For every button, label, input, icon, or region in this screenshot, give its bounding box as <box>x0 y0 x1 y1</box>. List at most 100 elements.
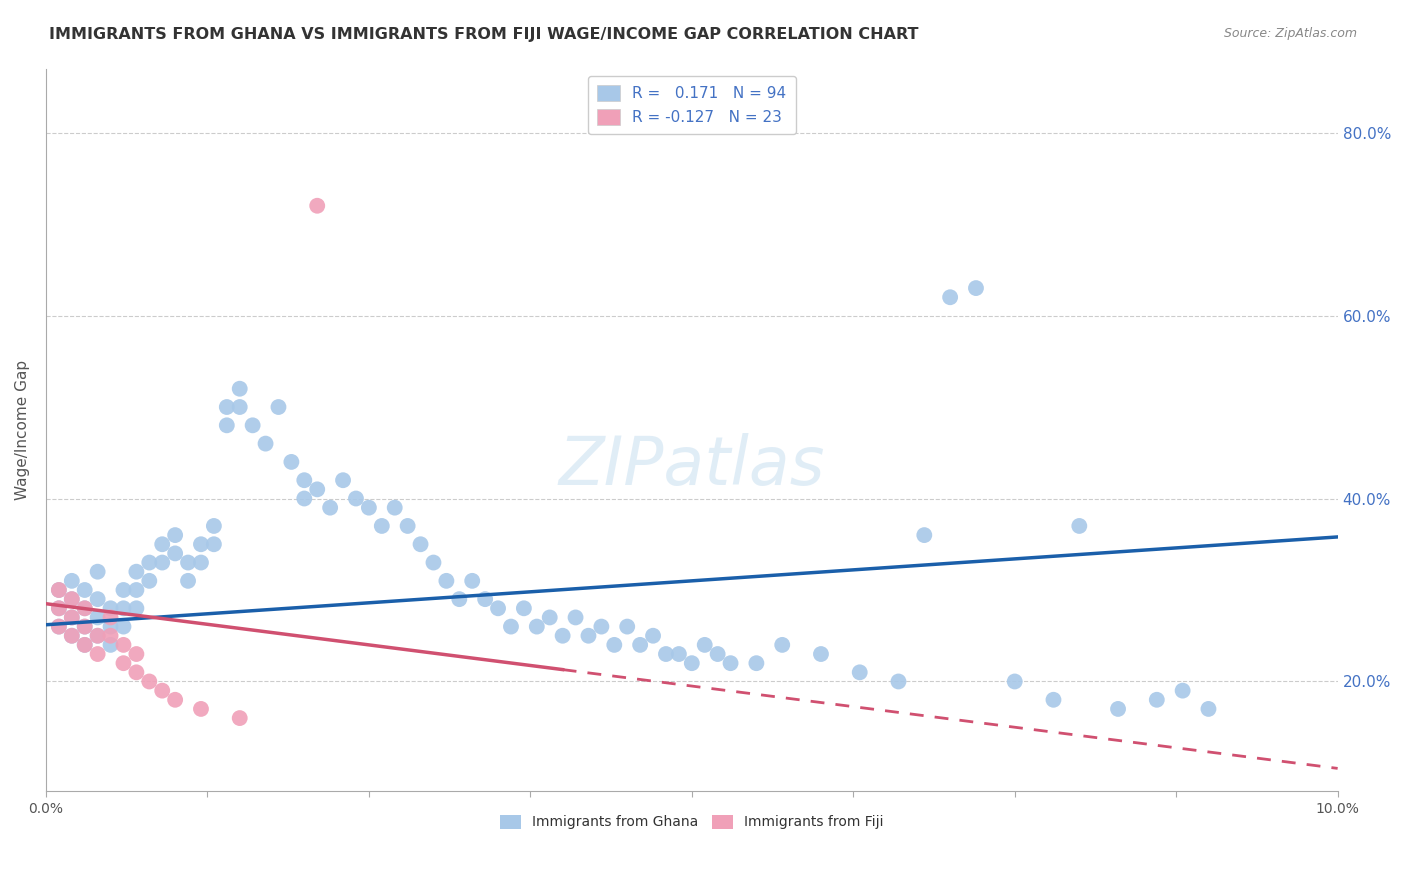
Point <box>1107 702 1129 716</box>
Point <box>965 281 987 295</box>
Point <box>422 556 444 570</box>
Point <box>202 537 225 551</box>
Point <box>242 418 264 433</box>
Point <box>60 610 83 624</box>
Point <box>513 601 536 615</box>
Point <box>474 592 496 607</box>
Point <box>177 574 200 588</box>
Point <box>499 619 522 633</box>
Point <box>706 647 728 661</box>
Point <box>60 629 83 643</box>
Text: ZIPatlas: ZIPatlas <box>558 433 825 499</box>
Point <box>165 528 187 542</box>
Point <box>73 601 96 615</box>
Point <box>190 537 212 551</box>
Point <box>73 619 96 633</box>
Point <box>112 619 135 633</box>
Point <box>125 601 148 615</box>
Point <box>112 638 135 652</box>
Point <box>280 455 302 469</box>
Point <box>526 619 548 633</box>
Point <box>190 556 212 570</box>
Point <box>603 638 626 652</box>
Point <box>48 619 70 633</box>
Point <box>112 656 135 670</box>
Point <box>1004 674 1026 689</box>
Point <box>138 556 160 570</box>
Point <box>60 574 83 588</box>
Point <box>810 647 832 661</box>
Point <box>86 565 108 579</box>
Point <box>1069 519 1091 533</box>
Point <box>564 610 586 624</box>
Point <box>1146 693 1168 707</box>
Text: Source: ZipAtlas.com: Source: ZipAtlas.com <box>1223 27 1357 40</box>
Point <box>848 665 870 680</box>
Point <box>73 638 96 652</box>
Point <box>48 601 70 615</box>
Point <box>100 601 122 615</box>
Point <box>190 702 212 716</box>
Point <box>693 638 716 652</box>
Legend: Immigrants from Ghana, Immigrants from Fiji: Immigrants from Ghana, Immigrants from F… <box>495 809 889 835</box>
Point <box>486 601 509 615</box>
Point <box>73 619 96 633</box>
Point <box>770 638 793 652</box>
Point <box>100 619 122 633</box>
Point <box>254 436 277 450</box>
Point <box>112 601 135 615</box>
Point <box>73 601 96 615</box>
Point <box>202 519 225 533</box>
Point <box>100 610 122 624</box>
Point <box>538 610 561 624</box>
Point <box>1171 683 1194 698</box>
Point <box>100 638 122 652</box>
Point <box>86 610 108 624</box>
Point <box>319 500 342 515</box>
Point <box>125 665 148 680</box>
Y-axis label: Wage/Income Gap: Wage/Income Gap <box>15 359 30 500</box>
Point <box>112 582 135 597</box>
Point <box>371 519 394 533</box>
Point <box>125 582 148 597</box>
Point <box>60 592 83 607</box>
Point <box>86 647 108 661</box>
Point <box>165 546 187 560</box>
Point <box>396 519 419 533</box>
Point <box>939 290 962 304</box>
Point <box>60 629 83 643</box>
Point <box>267 400 290 414</box>
Point <box>125 565 148 579</box>
Point <box>681 656 703 670</box>
Point <box>150 683 173 698</box>
Point <box>48 619 70 633</box>
Point <box>48 582 70 597</box>
Point <box>60 610 83 624</box>
Point <box>48 582 70 597</box>
Point <box>48 601 70 615</box>
Point <box>655 647 678 661</box>
Point <box>307 483 329 497</box>
Point <box>720 656 742 670</box>
Point <box>578 629 600 643</box>
Point <box>449 592 471 607</box>
Point <box>150 537 173 551</box>
Point <box>138 574 160 588</box>
Point <box>307 199 329 213</box>
Point <box>138 674 160 689</box>
Point <box>434 574 457 588</box>
Point <box>344 491 367 506</box>
Point <box>628 638 651 652</box>
Point <box>228 400 250 414</box>
Point <box>215 418 238 433</box>
Point <box>73 582 96 597</box>
Point <box>86 629 108 643</box>
Point <box>86 592 108 607</box>
Point <box>745 656 768 670</box>
Point <box>125 647 148 661</box>
Point <box>357 500 380 515</box>
Point <box>215 400 238 414</box>
Point <box>912 528 935 542</box>
Point <box>177 556 200 570</box>
Point <box>591 619 613 633</box>
